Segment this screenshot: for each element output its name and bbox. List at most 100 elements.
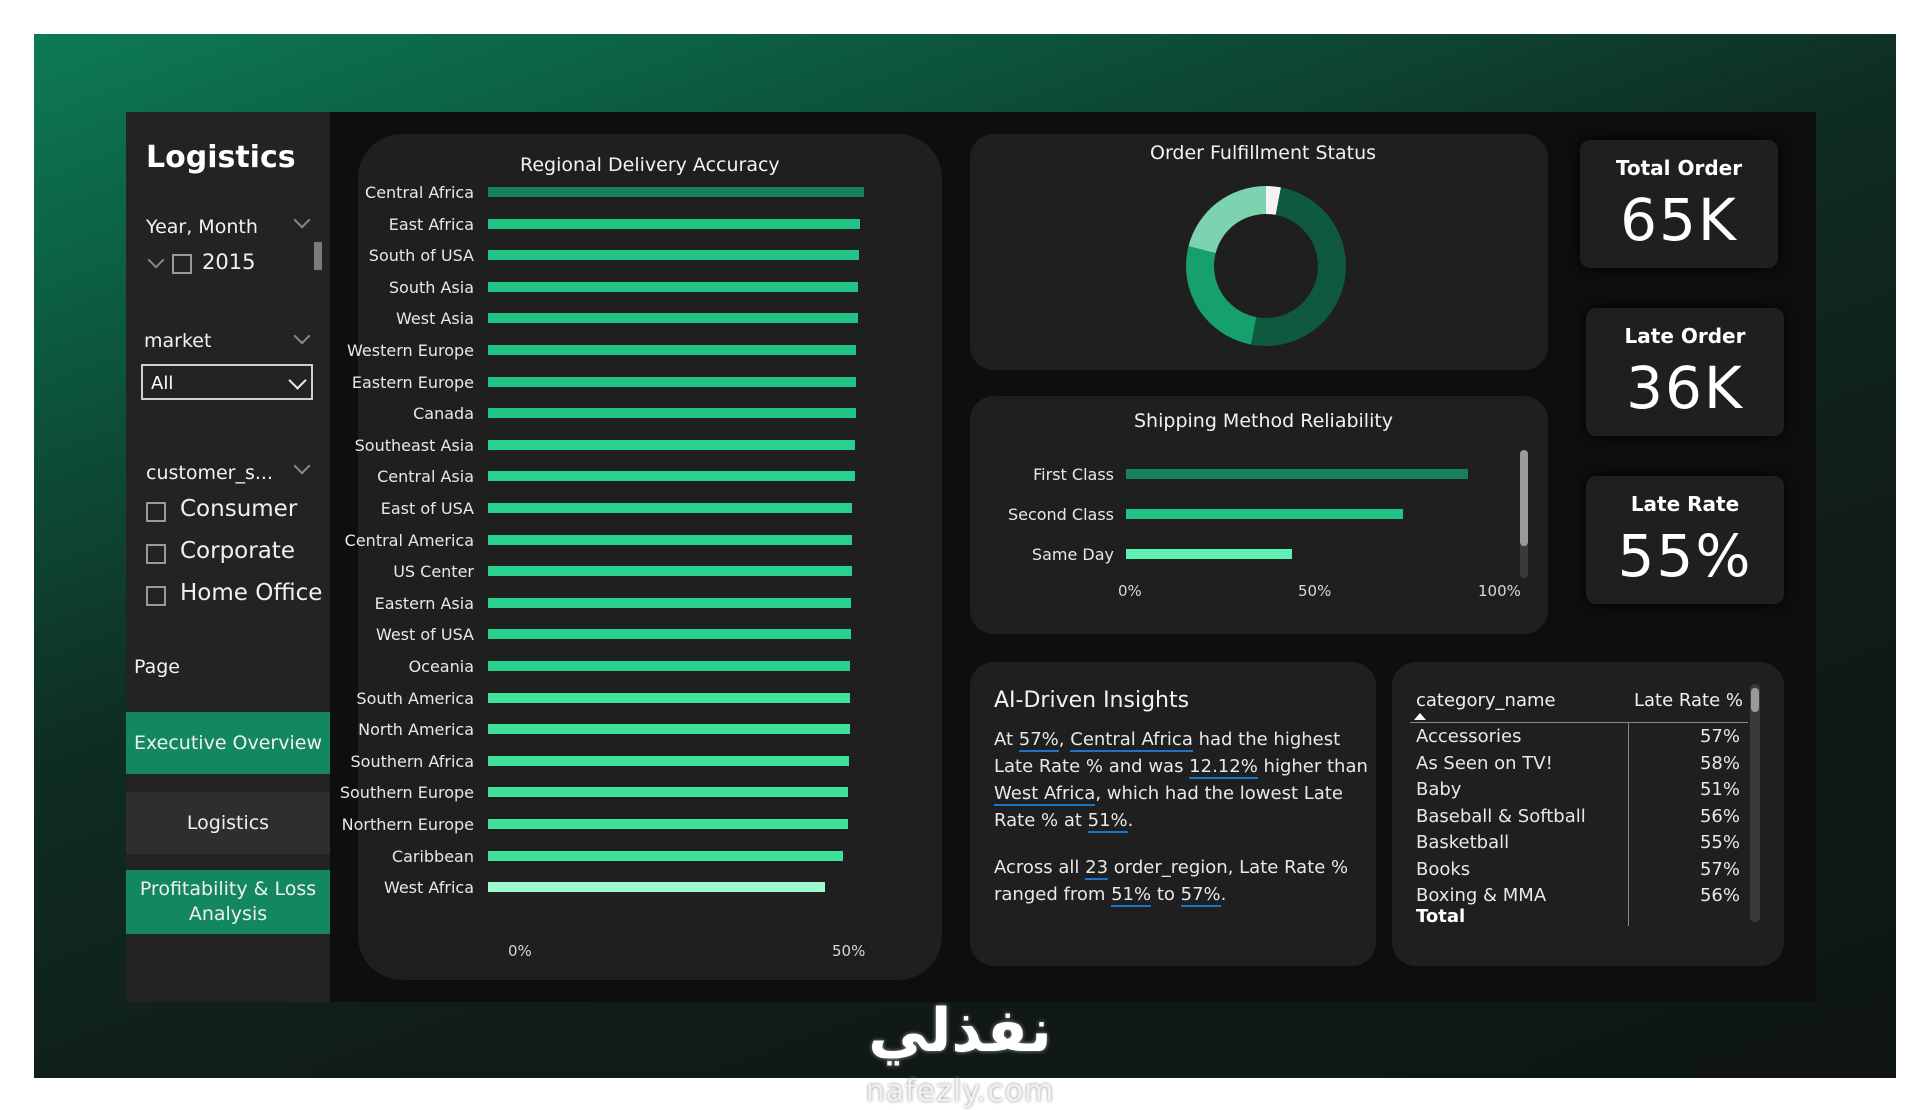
region-bar-northern-europe[interactable] [488, 819, 848, 829]
insight-text: . [1127, 810, 1134, 831]
region-bar-caribbean[interactable] [488, 850, 844, 861]
table-cell-category[interactable]: Accessories [1416, 726, 1522, 747]
region-bar-west-asia[interactable] [488, 313, 858, 324]
late-rate-label: Late Rate [1630, 492, 1740, 516]
table-cell-late-rate[interactable]: 57% [1699, 858, 1740, 880]
donut-slice-1[interactable] [1251, 187, 1346, 346]
nav-logistics-button[interactable]: Logistics [126, 792, 330, 854]
region-label-eastern-asia: Eastern Asia [374, 593, 474, 613]
table-cell-late-rate[interactable]: 58% [1699, 752, 1740, 774]
insight-highlight[interactable]: 57% [1180, 884, 1221, 907]
region-bar-east-of-usa[interactable] [488, 503, 853, 513]
region-bar-south-of-usa[interactable] [488, 250, 859, 261]
table-cell-late-rate[interactable]: 56% [1699, 805, 1740, 827]
consumer-checkbox[interactable] [146, 502, 166, 522]
shipping-scrollbar-track[interactable] [1520, 450, 1528, 578]
region-bar-central-america[interactable] [488, 534, 852, 545]
region-bar-southern-europe[interactable] [488, 787, 849, 798]
insight-highlight[interactable]: 12.12% [1189, 756, 1258, 779]
shipping-bar-same-day[interactable] [1126, 549, 1292, 559]
column-header-category[interactable]: category_name [1416, 690, 1556, 711]
total-order-value: 65K [1620, 186, 1738, 254]
insight-text: Across all [994, 857, 1086, 878]
region-label-west-africa: West Africa [383, 878, 474, 898]
market-filter-chevron-down-icon[interactable] [293, 327, 311, 345]
nav-profitability-loss-button[interactable]: Profitability & Loss Analysis [126, 870, 330, 934]
corporate-checkbox[interactable] [146, 544, 166, 564]
region-label-southern-europe: Southern Europe [339, 783, 474, 803]
year-month-filter-label: Year, Month [146, 216, 258, 238]
region-label-southeast-asia: Southeast Asia [354, 435, 474, 455]
region-label-central-asia: Central Asia [377, 467, 474, 487]
region-label-oceania: Oceania [408, 657, 474, 676]
consumer-label: Consumer [180, 496, 298, 522]
sort-ascending-icon[interactable] [1414, 713, 1426, 720]
region-bar-south-asia[interactable] [488, 281, 858, 292]
table-cell-late-rate[interactable]: 51% [1699, 779, 1740, 800]
region-bar-west-africa[interactable] [488, 882, 825, 893]
insight-highlight[interactable]: 51% [1087, 810, 1128, 833]
shipping-reliability-card: Shipping Method Reliability First Class S… [970, 396, 1548, 634]
insight-text: order_region, Late Rate % ranged from [994, 857, 1349, 905]
table-cell-category[interactable]: Baseball & Softball [1416, 805, 1586, 827]
donut-slice-2[interactable] [1186, 246, 1257, 345]
year-filter-chevron-down-icon[interactable] [293, 211, 311, 229]
region-bar-eastern-europe[interactable] [488, 376, 857, 387]
market-select[interactable]: All [141, 364, 313, 400]
insight-highlight[interactable]: 51% [1111, 884, 1152, 907]
insight-highlight[interactable]: Central Africa [1070, 729, 1193, 752]
region-bar-canada[interactable] [488, 408, 856, 419]
table-cell-category[interactable]: Boxing & MMA [1416, 885, 1547, 906]
insight-highlight[interactable]: 23 [1085, 857, 1109, 880]
category-late-rate-card: category_name Late Rate % Accessories 57%… [1392, 662, 1784, 966]
table-scrollbar-thumb[interactable] [1751, 688, 1759, 712]
home-office-checkbox[interactable] [146, 586, 166, 606]
shipping-scrollbar-thumb[interactable] [1520, 450, 1528, 546]
region-bar-central-africa[interactable] [488, 187, 865, 197]
region-label-west-asia: West Asia [396, 309, 474, 329]
order-fulfillment-card: Order Fulfillment Status [970, 134, 1548, 370]
year-filter-scrollbar[interactable] [314, 242, 322, 270]
donut-slice-0[interactable] [1266, 186, 1281, 215]
page-label: Page [134, 656, 180, 678]
donut-slice-3[interactable] [1188, 186, 1266, 254]
insight-highlight[interactable]: West Africa [994, 783, 1096, 806]
regional-delivery-card: Regional Delivery Accuracy Central Afric… [340, 134, 942, 980]
insight-text: At [994, 729, 1019, 750]
region-bar-us-center[interactable] [488, 566, 852, 577]
insights-paragraph-1: At 57%, Central Africa had the highest L… [994, 726, 1368, 834]
year-2015-checkbox[interactable] [172, 254, 192, 274]
table-cell-late-rate[interactable]: 56% [1699, 885, 1740, 906]
expand-chevron-icon[interactable] [147, 251, 165, 269]
table-cell-category[interactable]: Basketball [1416, 832, 1510, 853]
region-bar-north-america[interactable] [488, 724, 850, 735]
nav-executive-overview-button[interactable]: Executive Overview [126, 712, 330, 774]
region-bar-east-africa[interactable] [488, 218, 861, 229]
insight-text: , [1058, 729, 1071, 750]
region-bar-southern-africa[interactable] [488, 755, 850, 766]
table-scrollbar-track[interactable] [1750, 684, 1760, 922]
shipping-bar-second-class[interactable] [1126, 509, 1404, 519]
insight-text: higher than [1257, 756, 1368, 777]
region-bar-oceania[interactable] [488, 661, 851, 671]
insight-text: . [1220, 884, 1227, 905]
table-cell-late-rate[interactable]: 57% [1699, 726, 1740, 747]
segment-filter-chevron-down-icon[interactable] [293, 457, 311, 475]
sidebar: Logistics Year, Month 2015 market All cu… [126, 112, 330, 1002]
region-bar-west-of-usa[interactable] [488, 629, 851, 640]
table-cell-category[interactable]: Books [1416, 858, 1471, 880]
table-cell-category[interactable]: As Seen on TV! [1416, 752, 1553, 774]
region-bar-south-america[interactable] [488, 692, 851, 703]
region-bar-central-asia[interactable] [488, 471, 855, 482]
region-bar-eastern-asia[interactable] [488, 597, 851, 608]
table-cell-category[interactable]: Baby [1416, 779, 1462, 800]
table-cell-late-rate[interactable]: 55% [1699, 832, 1740, 853]
shipping-axis-tick-100: 100% [1478, 582, 1521, 600]
corporate-label: Corporate [180, 538, 295, 564]
insight-highlight[interactable]: 57% [1018, 729, 1059, 752]
shipping-bar-first-class[interactable] [1126, 469, 1468, 479]
column-header-late-rate[interactable]: Late Rate % [1634, 690, 1744, 711]
region-bar-southeast-asia[interactable] [488, 439, 855, 450]
region-bar-western-europe[interactable] [488, 345, 857, 355]
region-label-northern-europe: Northern Europe [341, 815, 474, 834]
